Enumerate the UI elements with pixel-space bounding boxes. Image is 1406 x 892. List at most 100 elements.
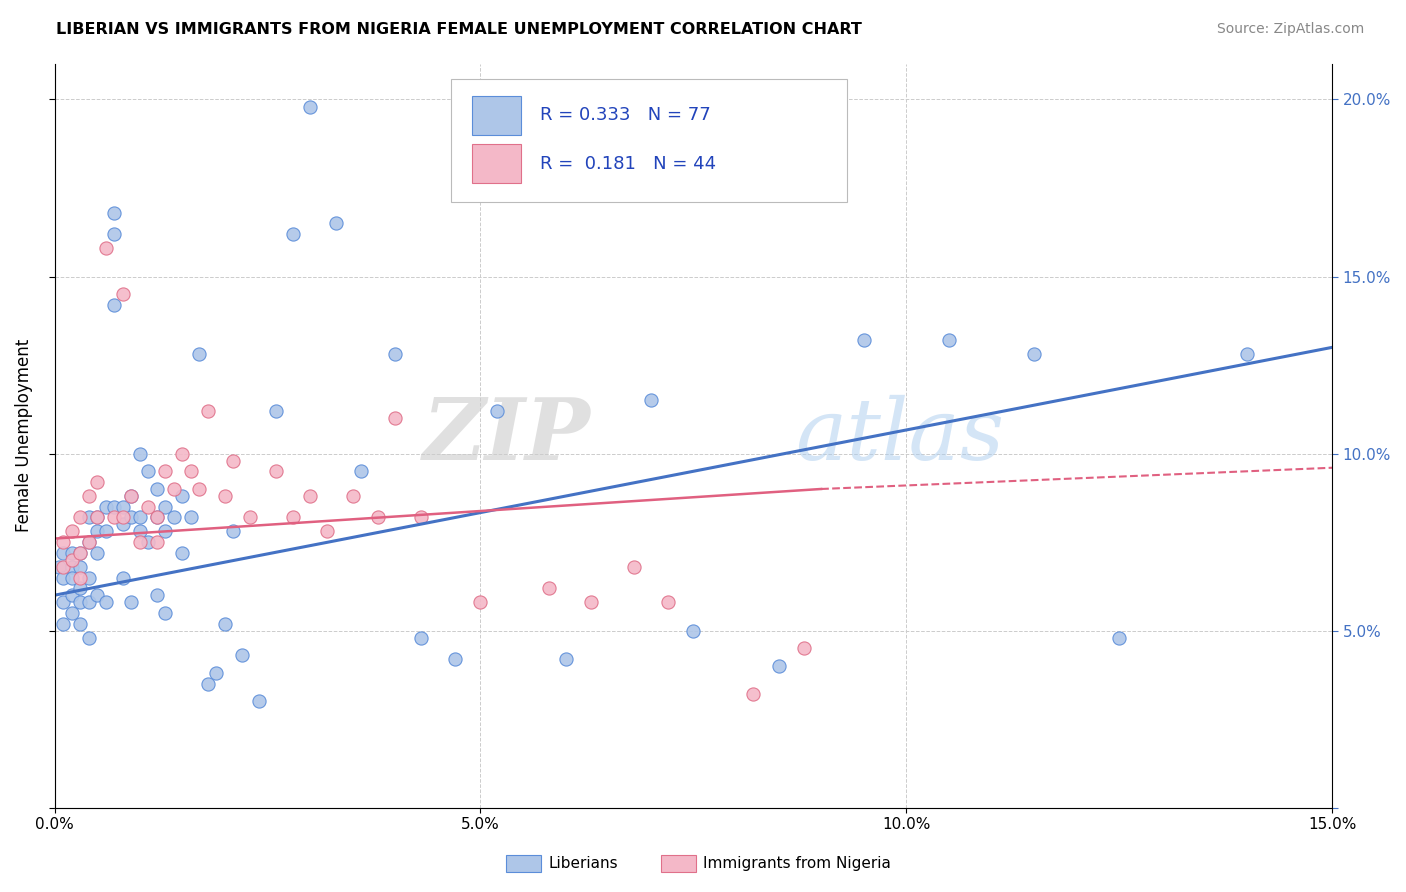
Point (222, 524, 245, 539)
Point (111, 570, 134, 584)
Point (155, 500, 177, 514)
Point (554, 652, 576, 666)
Point (111, 517, 134, 532)
Point (60, 553, 83, 567)
Point (214, 489, 236, 503)
Point (120, 489, 142, 503)
Point (86, 510, 108, 524)
Point (537, 581, 560, 595)
Point (155, 524, 177, 539)
Point (793, 641, 815, 656)
Point (264, 464, 287, 478)
Point (222, 453, 245, 467)
Point (155, 464, 177, 478)
Point (52, 616, 75, 631)
Point (111, 500, 134, 514)
Point (120, 595, 142, 609)
Point (52, 570, 75, 584)
Point (145, 482, 167, 496)
Point (94, 595, 117, 609)
Point (180, 464, 202, 478)
Point (188, 482, 211, 496)
Point (52, 546, 75, 560)
Text: R =  0.181   N = 44: R = 0.181 N = 44 (540, 154, 716, 173)
Point (768, 659, 790, 673)
Point (111, 510, 134, 524)
Point (444, 652, 467, 666)
Text: Liberians: Liberians (548, 856, 619, 871)
Point (197, 404, 219, 418)
Point (623, 560, 645, 574)
Point (77, 595, 100, 609)
Point (367, 510, 389, 524)
Point (205, 666, 228, 681)
Point (486, 404, 509, 418)
Point (264, 404, 287, 418)
Point (1108, 631, 1130, 645)
Point (163, 510, 186, 524)
Point (136, 535, 159, 549)
Point (94, 241, 117, 255)
Point (94, 500, 117, 514)
Point (77, 510, 100, 524)
Point (60, 570, 83, 584)
Point (640, 393, 662, 408)
Point (69, 546, 91, 560)
Point (163, 482, 186, 496)
Point (299, 99, 322, 113)
Point (231, 648, 253, 663)
Point (86, 475, 108, 489)
Point (1236, 347, 1258, 361)
Point (103, 500, 125, 514)
Point (136, 500, 159, 514)
Point (69, 560, 91, 574)
Point (120, 510, 142, 524)
Point (281, 227, 304, 241)
Point (94, 524, 117, 539)
Point (145, 510, 167, 524)
Point (77, 535, 100, 549)
Point (48, 560, 70, 574)
Point (579, 595, 602, 609)
Point (69, 595, 91, 609)
Point (145, 535, 167, 549)
Point (247, 694, 270, 708)
Point (103, 298, 125, 312)
Point (409, 631, 432, 645)
Point (60, 560, 83, 574)
Text: Source: ZipAtlas.com: Source: ZipAtlas.com (1216, 22, 1364, 37)
Point (470, 595, 492, 609)
Point (120, 489, 142, 503)
Point (52, 595, 75, 609)
Point (342, 489, 364, 503)
Point (172, 546, 194, 560)
Bar (472, 96, 520, 135)
Point (111, 287, 134, 301)
Point (60, 546, 83, 560)
Point (172, 489, 194, 503)
Point (69, 581, 91, 595)
Point (188, 347, 211, 361)
Text: Immigrants from Nigeria: Immigrants from Nigeria (703, 856, 891, 871)
Point (682, 624, 704, 638)
Point (852, 333, 875, 347)
Point (69, 570, 91, 584)
Point (103, 206, 125, 220)
Point (128, 524, 150, 539)
Point (155, 606, 177, 620)
Point (60, 524, 83, 539)
Point (214, 616, 236, 631)
Point (172, 446, 194, 460)
Point (409, 510, 432, 524)
Point (197, 677, 219, 691)
Point (77, 535, 100, 549)
Text: ZIP: ZIP (423, 394, 591, 477)
Point (384, 411, 406, 425)
Point (180, 510, 202, 524)
Point (281, 510, 304, 524)
Text: LIBERIAN VS IMMIGRANTS FROM NIGERIA FEMALE UNEMPLOYMENT CORRELATION CHART: LIBERIAN VS IMMIGRANTS FROM NIGERIA FEMA… (56, 22, 862, 37)
Point (325, 216, 347, 230)
Point (128, 446, 150, 460)
Point (657, 595, 679, 609)
Point (128, 510, 150, 524)
